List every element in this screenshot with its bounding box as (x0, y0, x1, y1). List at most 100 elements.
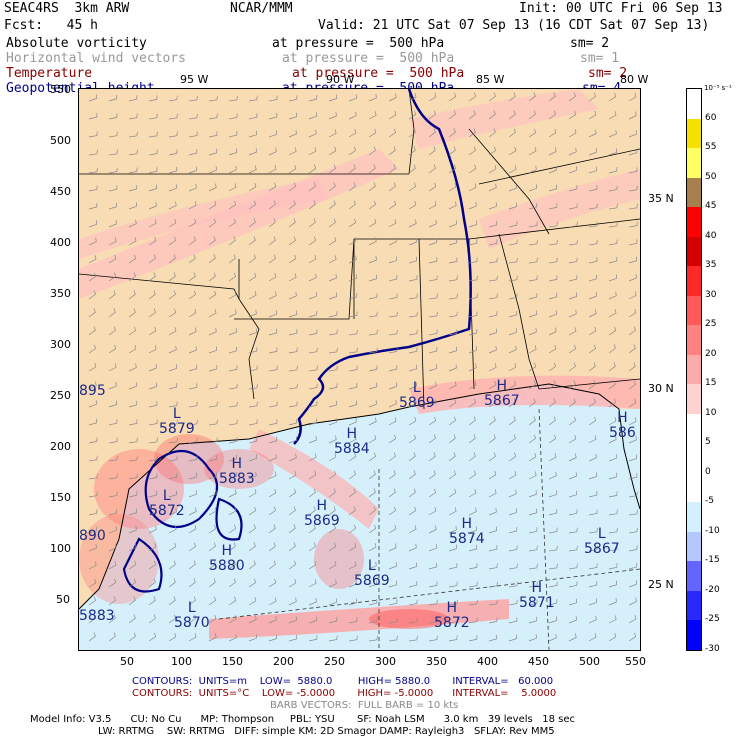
wind-barb (408, 382, 417, 390)
high-center-label: H 5867 (484, 378, 520, 409)
wind-barb (628, 562, 638, 570)
colorbar-swatch (687, 443, 701, 474)
wind-barb (208, 95, 218, 102)
wind-barb (188, 327, 197, 336)
wind-barb (628, 93, 637, 102)
wind-barb (248, 454, 257, 462)
colorbar-tick-label: 30 (705, 289, 717, 300)
wind-barb (428, 257, 438, 264)
wind-barb (268, 488, 277, 498)
wind-barb (288, 524, 296, 534)
wind-barb (108, 543, 117, 552)
wind-barb (268, 113, 278, 120)
wind-barb (168, 131, 178, 138)
wind-barb (228, 615, 237, 624)
wind-barb (568, 239, 578, 246)
colorbar-swatch (687, 148, 701, 179)
colorbar-tick-label: 60 (705, 112, 717, 123)
wind-barb (188, 201, 197, 210)
wind-barb (528, 490, 537, 498)
wind-barb (628, 435, 637, 444)
wind-barb (628, 344, 636, 354)
wind-barb (468, 128, 476, 138)
wind-barb (388, 470, 396, 480)
wind-barb (408, 599, 418, 606)
wind-barb (328, 273, 337, 282)
wind-barb (408, 347, 418, 354)
wind-barb (268, 291, 277, 300)
wind-barb (168, 525, 177, 534)
wind-barb (88, 381, 97, 390)
wind-barb (188, 401, 198, 408)
wind-barb (228, 596, 237, 606)
high-center-label: H 586 (609, 410, 636, 441)
wind-barb (508, 128, 516, 138)
wind-barb (568, 110, 577, 120)
wind-barb (448, 346, 458, 354)
wind-barb (448, 238, 458, 246)
wind-barb (148, 184, 157, 192)
wind-barb (548, 275, 558, 282)
x-tick-label: 250 (324, 655, 345, 668)
wind-barb (628, 545, 638, 552)
wind-barb (488, 599, 498, 606)
x-tick-label: 200 (273, 655, 294, 668)
wind-barb (148, 326, 157, 336)
wind-barb (428, 635, 438, 642)
wind-barb (248, 236, 256, 246)
wind-barb (328, 94, 337, 102)
wind-barb (568, 490, 578, 498)
wind-barb (568, 633, 577, 642)
wind-barb (508, 452, 517, 462)
wind-barb (268, 365, 278, 372)
wind-barb (208, 272, 216, 282)
wind-barb (88, 237, 97, 246)
wind-barb (308, 129, 317, 138)
wind-barb (408, 293, 418, 300)
y-tick-label: 50 (56, 593, 70, 606)
wind-barb (168, 560, 176, 570)
wind-barb (388, 293, 398, 300)
wind-barb (268, 560, 276, 570)
wind-barb (348, 200, 356, 210)
wind-barb (148, 437, 158, 444)
wind-barb (548, 453, 557, 462)
vorticity-band (79, 179, 329, 259)
wind-barb (288, 147, 297, 156)
wind-barb (628, 454, 637, 462)
wind-barb (568, 416, 577, 426)
wind-barb (348, 164, 356, 174)
wind-barb (428, 311, 438, 318)
wind-barb (228, 489, 237, 498)
wind-barb (448, 183, 457, 192)
wind-barb (88, 418, 98, 426)
wind-barb (288, 471, 297, 480)
wind-barb (288, 488, 297, 498)
wind-barb (268, 310, 277, 318)
wind-barb (328, 579, 337, 588)
wind-barb (108, 526, 117, 534)
wind-barb (88, 272, 97, 282)
wind-barb (408, 200, 417, 210)
wind-barb (168, 490, 177, 498)
x-tick-label: 400 (477, 655, 498, 668)
high-center-label: H 5880 (209, 543, 245, 574)
wind-barb (628, 148, 638, 156)
wind-barb (108, 131, 118, 138)
wind-barb (368, 617, 378, 624)
wind-barb (208, 437, 218, 444)
wind-barb (128, 254, 137, 264)
wind-barb (188, 236, 196, 246)
wind-barb (488, 470, 497, 480)
wind-barb (328, 524, 336, 534)
wind-barb (208, 524, 217, 534)
wind-barb (408, 581, 418, 588)
wind-barb (388, 311, 398, 318)
wind-barb (568, 221, 578, 228)
footer-physics-info: LW: RRTMG SW: RRTMG DIFF: simple KM: 2D … (98, 726, 555, 737)
wind-barb (288, 310, 297, 318)
wind-barb (568, 275, 578, 282)
wind-barb (128, 578, 136, 588)
field-name-temperature: Temperature (6, 66, 93, 81)
contour-label: 890 (79, 528, 106, 544)
